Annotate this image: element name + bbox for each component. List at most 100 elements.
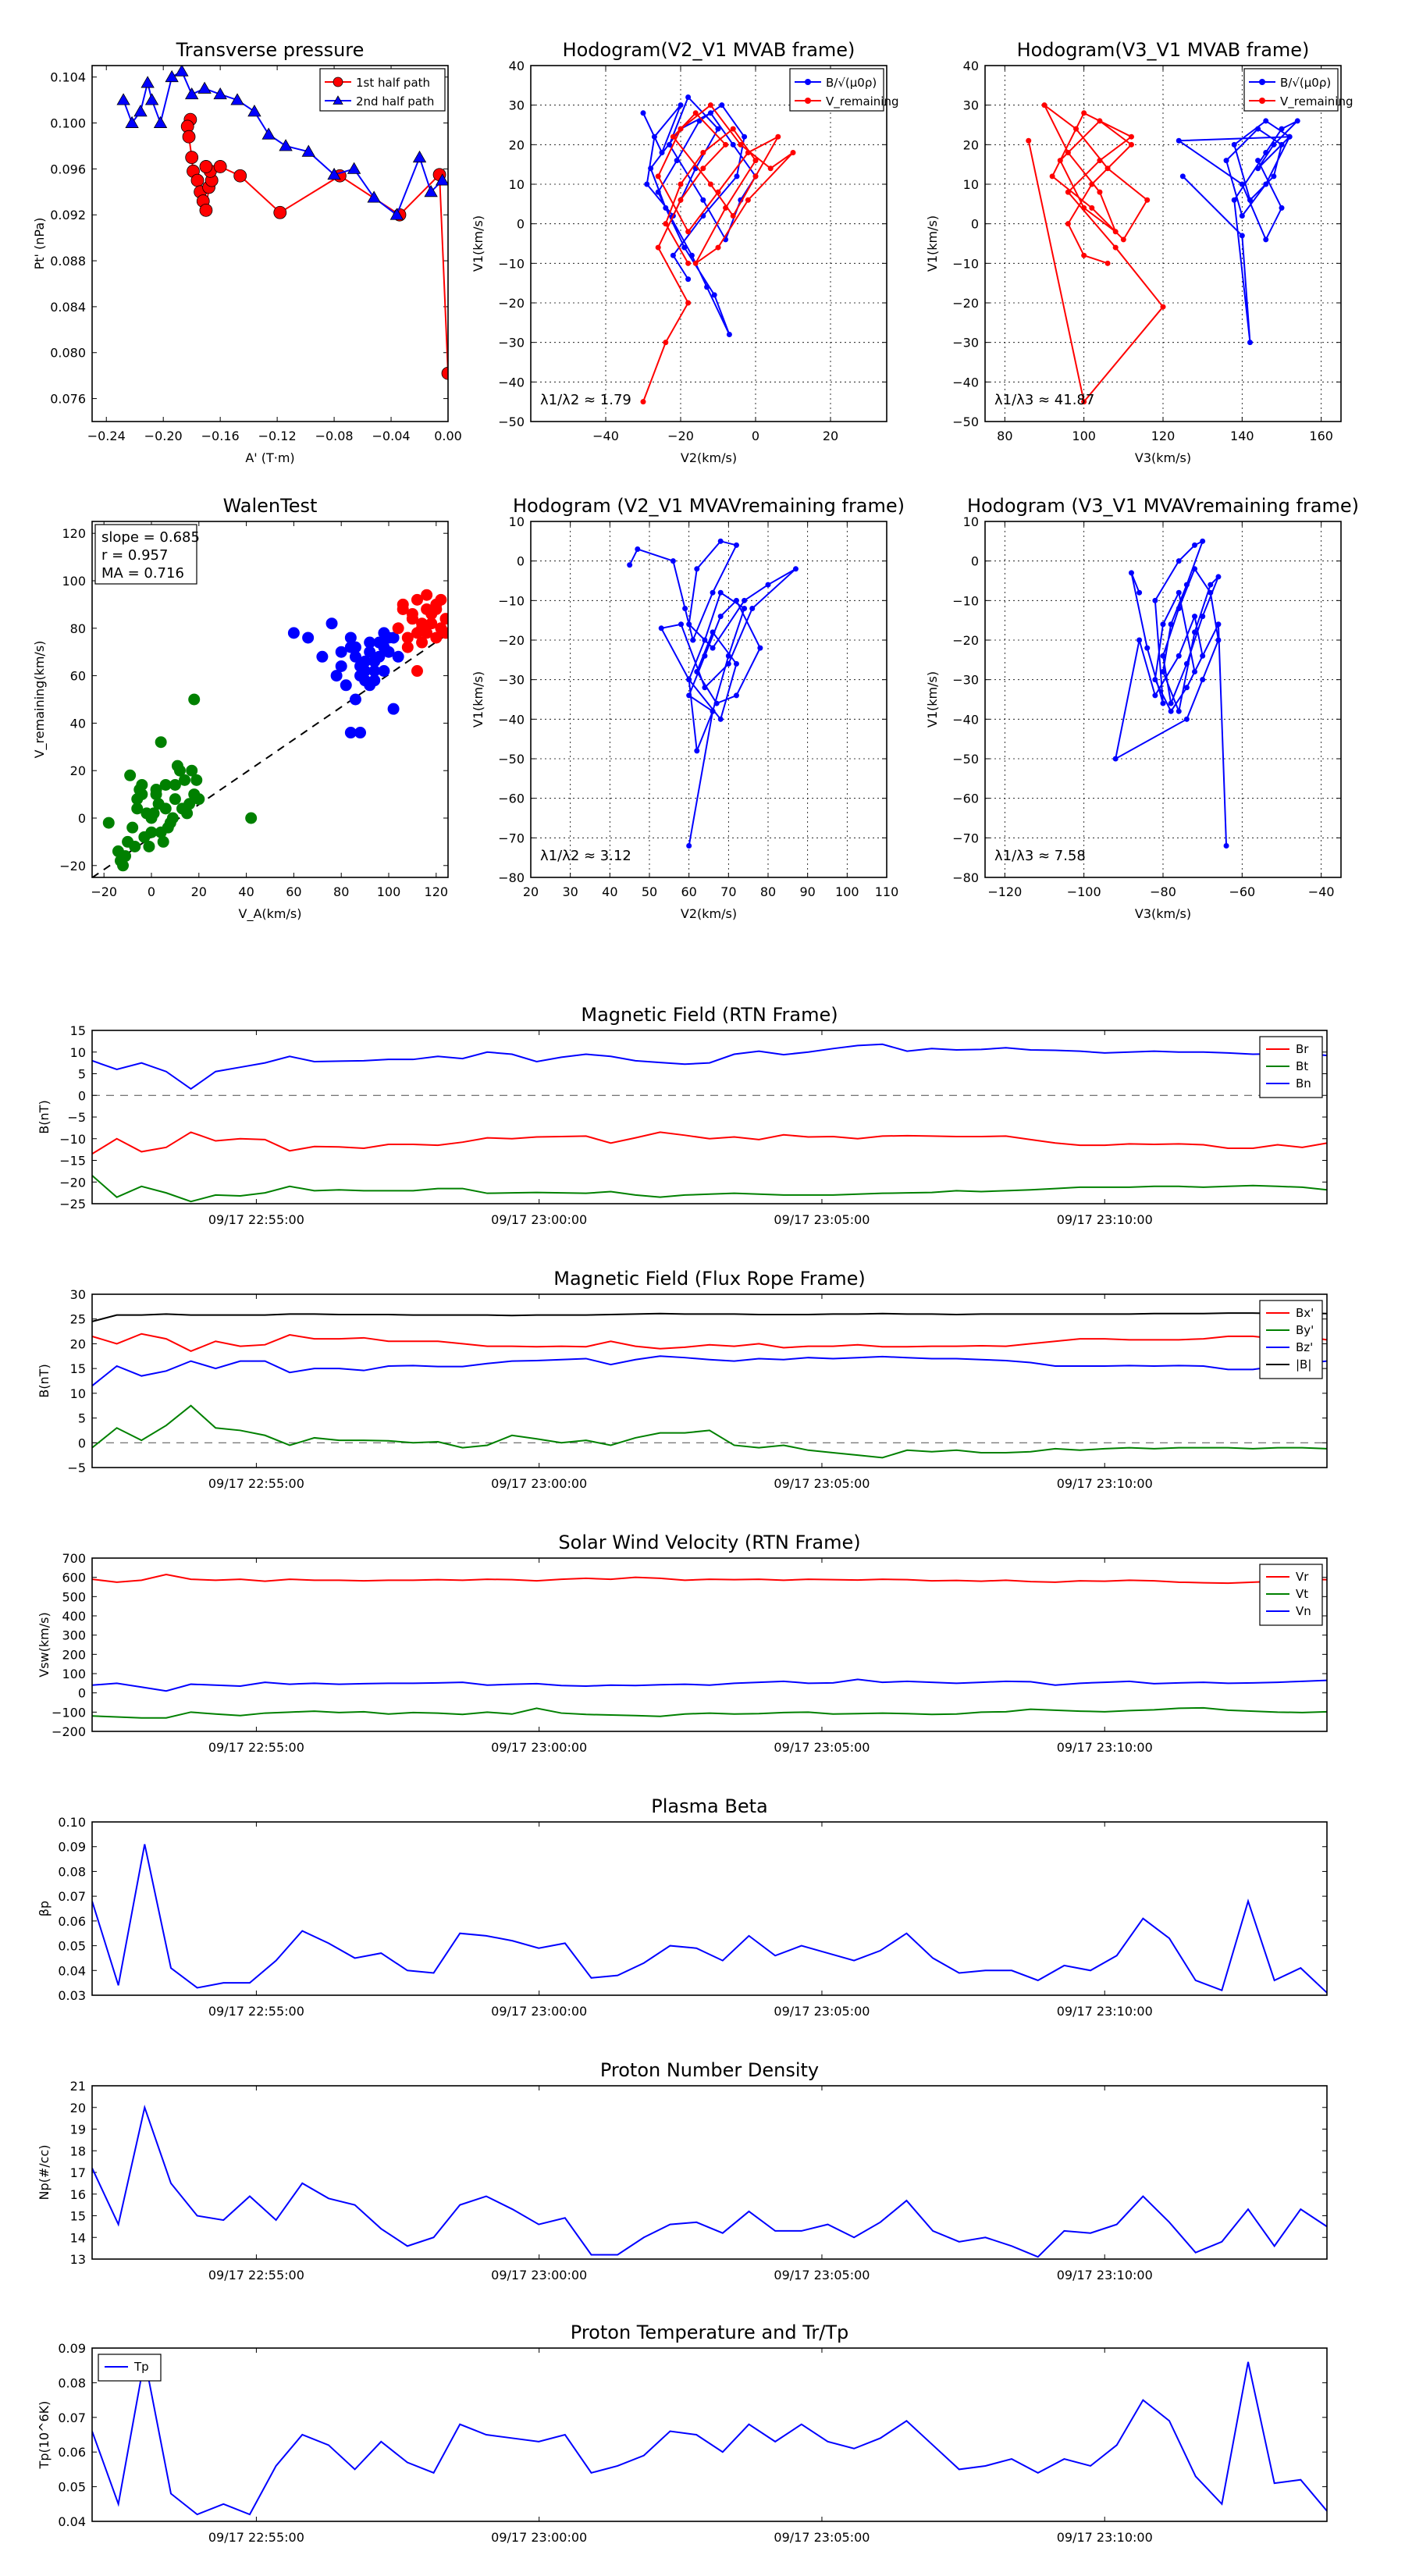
x-tick-label: 09/17 22:55:00 bbox=[208, 2004, 304, 2019]
plot-frame bbox=[91, 1821, 1328, 1996]
y-tick-label: 10 bbox=[509, 177, 525, 192]
data-point bbox=[702, 653, 708, 659]
x-tick-label: −0.16 bbox=[201, 429, 240, 443]
y-tick-label: −10 bbox=[952, 256, 979, 271]
data-point bbox=[439, 627, 448, 639]
data-point bbox=[359, 674, 372, 687]
data-point bbox=[685, 229, 692, 235]
data-point bbox=[411, 665, 423, 678]
panel-title: Solar Wind Velocity (RTN Frame) bbox=[558, 1532, 860, 1553]
x-tick-label: 09/17 23:00:00 bbox=[491, 1212, 587, 1227]
data-point bbox=[730, 213, 736, 219]
data-point bbox=[412, 150, 427, 163]
y-tick-label: −30 bbox=[952, 336, 979, 350]
y-axis-label: βp bbox=[37, 1901, 52, 1916]
stats-line: slope = 0.685 bbox=[101, 529, 200, 546]
y-tick-label: −50 bbox=[498, 752, 525, 767]
series-line-By' bbox=[92, 1404, 1327, 1459]
y-tick-label: 10 bbox=[70, 1386, 86, 1401]
data-point bbox=[1081, 399, 1087, 405]
plot-frame bbox=[984, 521, 1342, 878]
y-tick-label: 14 bbox=[70, 2230, 86, 2245]
legend-marker bbox=[805, 98, 811, 104]
data-point bbox=[1152, 597, 1158, 603]
data-point bbox=[153, 116, 168, 128]
y-tick-label: 20 bbox=[70, 2101, 86, 2115]
data-point bbox=[1128, 141, 1134, 148]
data-point bbox=[694, 566, 700, 572]
x-tick-label: −20 bbox=[667, 429, 694, 443]
data-point bbox=[655, 173, 661, 180]
y-tick-label: 20 bbox=[70, 1336, 86, 1351]
data-point bbox=[186, 764, 198, 777]
data-point bbox=[1192, 669, 1198, 675]
data-point bbox=[725, 660, 731, 667]
data-point bbox=[733, 692, 739, 699]
panel-hodogram_v2_v1_mvab: Hodogram(V2_V1 MVAB frame) −40 −20 0 20 −50 −4… bbox=[471, 39, 899, 465]
data-point bbox=[199, 203, 213, 217]
data-point bbox=[696, 118, 702, 124]
data-point bbox=[734, 173, 740, 180]
x-tick-label: −0.20 bbox=[144, 429, 183, 443]
y-tick-label: 700 bbox=[62, 1551, 86, 1566]
data-point bbox=[1081, 252, 1087, 258]
legend-box bbox=[1259, 1300, 1323, 1379]
eigen-ratio-annotation: λ1/λ2 ≈ 1.79 bbox=[540, 392, 631, 408]
data-point bbox=[1200, 538, 1206, 544]
legend-label: Vt bbox=[1296, 1587, 1308, 1601]
data-point bbox=[686, 677, 692, 683]
data-point bbox=[765, 582, 771, 588]
y-tick-label: 0 bbox=[78, 1686, 86, 1701]
data-point bbox=[124, 769, 137, 781]
data-point bbox=[670, 252, 676, 258]
eigen-ratio-annotation: λ1/λ3 ≈ 7.58 bbox=[994, 848, 1086, 864]
y-tick-label: −60 bbox=[498, 792, 525, 806]
eigen-ratio-annotation: λ1/λ3 ≈ 41.87 bbox=[994, 392, 1094, 408]
plot-area bbox=[1026, 102, 1300, 405]
panel-transverse_pressure: Transverse pressure −0.24 −0.20 −0.16 −0.12 −… bbox=[32, 39, 462, 465]
data-point bbox=[752, 158, 759, 164]
data-point bbox=[1152, 692, 1158, 699]
plot-area bbox=[116, 66, 448, 380]
series-line bbox=[628, 540, 797, 846]
data-point bbox=[1255, 158, 1261, 164]
y-tick-label: 16 bbox=[70, 2187, 86, 2202]
data-point bbox=[685, 300, 692, 306]
y-tick-label: −200 bbox=[52, 1724, 86, 1739]
data-point bbox=[190, 774, 203, 786]
legend-label: 2nd half path bbox=[356, 94, 434, 109]
data-point bbox=[681, 244, 688, 251]
data-point bbox=[182, 130, 196, 144]
data-point bbox=[700, 197, 706, 203]
data-point bbox=[1176, 589, 1182, 596]
legend-label: B/√(μ0ρ) bbox=[1280, 76, 1331, 90]
data-point bbox=[1112, 244, 1119, 251]
y-axis-label: B(nT) bbox=[37, 1364, 52, 1397]
series-line-Tp bbox=[92, 2358, 1327, 2516]
legend-label: Bn bbox=[1296, 1076, 1311, 1091]
legend-label: V_remaining bbox=[826, 94, 899, 109]
x-tick-label: 60 bbox=[681, 884, 696, 899]
data-point bbox=[1239, 233, 1245, 239]
series-line-Vr bbox=[92, 1573, 1327, 1585]
y-tick-label: −50 bbox=[498, 415, 525, 429]
data-point bbox=[245, 812, 258, 824]
x-tick-label: −100 bbox=[1067, 884, 1101, 899]
data-point bbox=[155, 826, 167, 838]
x-tick-label: −40 bbox=[1308, 884, 1335, 899]
panel-title: Proton Temperature and Tr/Tp bbox=[571, 2322, 848, 2343]
data-point bbox=[752, 173, 759, 180]
y-tick-label: −50 bbox=[952, 752, 979, 767]
legend-box bbox=[1243, 68, 1339, 112]
y-tick-label: 5 bbox=[78, 1411, 86, 1426]
data-point bbox=[1097, 189, 1103, 195]
data-point bbox=[1263, 181, 1269, 187]
y-tick-label: 0.08 bbox=[58, 2375, 86, 2390]
panel-title: Hodogram (V2_V1 MVAVremaining frame) bbox=[513, 495, 905, 517]
plot-area bbox=[92, 2358, 1327, 2516]
x-tick-label: 09/17 23:10:00 bbox=[1057, 2004, 1153, 2019]
data-point bbox=[347, 162, 361, 174]
data-point bbox=[742, 133, 748, 140]
y-tick-label: 500 bbox=[62, 1589, 86, 1604]
data-point bbox=[678, 126, 684, 132]
